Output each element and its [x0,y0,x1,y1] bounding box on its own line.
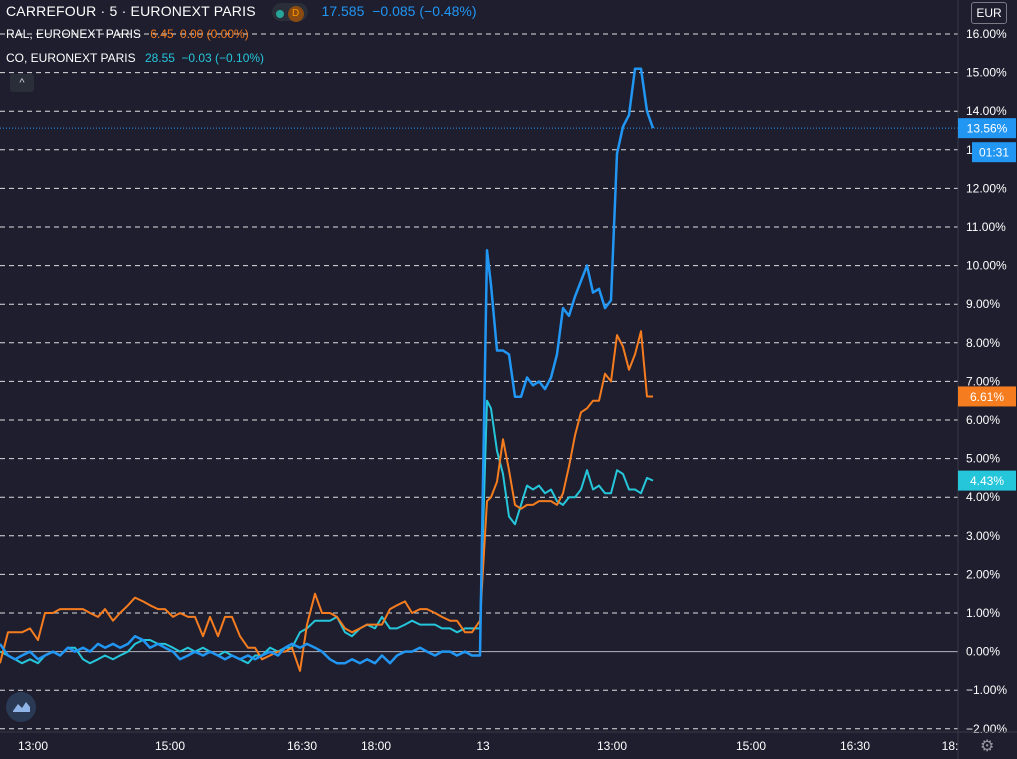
price-label-bg [958,470,1016,491]
legend-main-change: −0.085 (−0.48%) [372,3,477,19]
currency-button[interactable]: EUR [971,2,1007,24]
y-tick-label: 16.00% [966,27,1007,41]
y-tick-label: 11.00% [966,220,1006,234]
legend-main-series[interactable]: CARREFOUR · 5 · EURONEXT PARIS D 17.585 … [6,3,477,22]
y-tick-label: 2.00% [966,567,1000,581]
y-tick-label: 1.00% [966,606,1000,620]
x-tick-label: 18:00 [361,739,391,753]
x-tick-label: 13:00 [597,739,627,753]
legend-series-3-change: −0.03 (−0.10%) [181,51,265,65]
legend-status-badges: D [271,3,308,22]
series-line-3[interactable] [0,399,654,665]
price-label: 6.61% [970,390,1004,404]
y-axis[interactable]: 16.00%15.00%14.00%13.00%12.00%11.00%10.0… [957,0,1007,759]
legend-series-3-value: 28.55 [144,51,175,65]
y-tick-label: 7.00% [966,374,1000,388]
gear-icon[interactable]: ⚙ [980,738,995,755]
y-tick-label: 14.00% [966,104,1007,118]
grid-lines [0,33,958,730]
y-tick-label: 10.00% [966,259,1007,273]
x-tick-label: 16:30 [840,739,870,753]
y-tick-label: 5.00% [966,452,1000,466]
y-tick-label: 12.00% [966,181,1007,195]
legend-series-2-name: RAL, EURONEXT PARIS [6,27,141,41]
legend-series-2-value: 6.45 [150,27,174,41]
tradingview-logo-icon[interactable] [6,692,36,722]
y-tick-label: 6.00% [966,413,1000,427]
y-tick-label: 4.00% [966,490,1000,504]
legend-series-3[interactable]: CO, EURONEXT PARIS 28.55 −0.03 (−0.10%) [6,51,264,65]
series-line-1[interactable] [0,67,655,665]
dividend-badge[interactable]: D [287,5,304,22]
x-axis[interactable]: 13:00 15:00 16:30 18:00 13 13:00 15:00 16:30 18: [0,731,1017,753]
series-line-2[interactable] [0,330,653,672]
legend-series-2[interactable]: RAL, EURONEXT PARIS 6.45 0.00 (0.00%) [6,27,249,41]
price-label-bg [972,142,1016,163]
y-tick-label: 3.00% [966,529,1000,543]
price-label-bg [958,386,1016,407]
legend-series-3-name: CO, EURONEXT PARIS [6,51,136,65]
collapse-legend-button[interactable]: ^ [10,74,34,92]
x-tick-label: 15:00 [736,739,766,753]
legend-series-2-change: 0.00 (0.00%) [179,27,249,41]
legend-main-name: CARREFOUR · 5 · EURONEXT PARIS [6,3,256,19]
x-tick-label: 16:30 [287,739,317,753]
price-label-bg [958,118,1016,139]
price-label: 01:31 [979,146,1009,160]
market-status-dot-icon [275,9,284,18]
x-tick-label: 18: [942,739,959,753]
legend-main-value: 17.585 [321,3,365,19]
y-tick-label: 8.00% [966,336,1000,350]
price-label: 4.43% [970,474,1004,488]
y-tick-label: −2.00% [966,722,1007,736]
y-tick-label: 0.00% [966,645,1000,659]
y-tick-label: 15.00% [966,66,1007,80]
y-tick-label: 9.00% [966,297,1000,311]
x-tick-label: 13:00 [18,739,48,753]
x-tick-label: 15:00 [155,739,185,753]
series-layer [0,67,958,672]
x-tick-label: 13 [476,739,490,753]
price-labels: 13.56% 01:31 6.61% 4.43% [958,118,1016,491]
price-label: 13.56% [967,122,1008,136]
chevron-up-icon: ^ [19,77,25,89]
y-tick-label: −1.00% [966,683,1007,697]
